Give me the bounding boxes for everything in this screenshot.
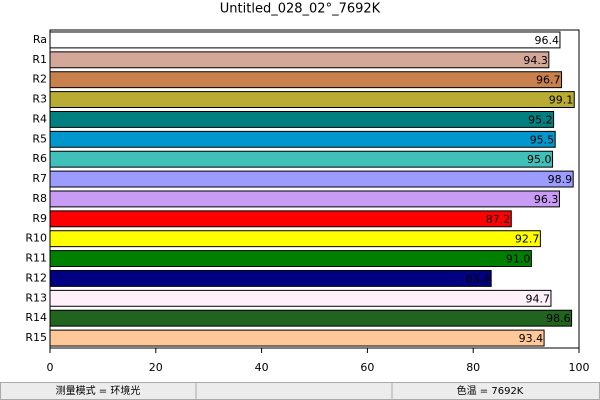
- value-label: 98.9: [548, 173, 573, 186]
- bar: [49, 289, 552, 307]
- y-tick-label: R14: [25, 311, 47, 324]
- y-tick-label: Ra: [33, 33, 47, 46]
- bar: [49, 71, 563, 89]
- y-tick-label: R6: [32, 152, 47, 165]
- value-label: 95.5: [530, 133, 555, 146]
- plot-frame: [49, 29, 580, 349]
- y-tick-label: R4: [32, 112, 47, 125]
- y-tick-label: R11: [25, 252, 47, 265]
- bar: [49, 329, 545, 347]
- bar: [49, 190, 560, 208]
- value-label: 98.6: [546, 312, 571, 325]
- value-label: 96.4: [534, 34, 559, 47]
- value-label: 91.0: [506, 253, 531, 266]
- bar: [49, 31, 561, 49]
- bar: [49, 150, 554, 168]
- bar: [49, 269, 492, 287]
- bar: [49, 309, 573, 327]
- y-tick-label: R1: [32, 53, 47, 66]
- y-tick-label: R3: [32, 93, 47, 106]
- value-label: 94.3: [523, 54, 548, 67]
- x-tick-label: 80: [466, 361, 480, 374]
- value-label: 94.7: [525, 292, 550, 305]
- x-tick-label: 100: [569, 361, 590, 374]
- y-tick-label: R2: [32, 73, 47, 86]
- x-tick-label: 0: [47, 361, 54, 374]
- status-text: 测量模式 = 环境光: [56, 384, 141, 397]
- x-tick-label: 40: [255, 361, 269, 374]
- value-label: 95.2: [528, 113, 553, 126]
- value-label: 92.7: [515, 233, 540, 246]
- y-tick-label: R15: [25, 331, 47, 344]
- bar: [49, 230, 541, 248]
- y-tick-label: R8: [32, 192, 47, 205]
- y-tick-label: R7: [32, 172, 47, 185]
- x-tick-label: 60: [360, 361, 374, 374]
- value-label: 83.4: [466, 272, 491, 285]
- value-label: 95.0: [527, 153, 552, 166]
- y-tick-label: R9: [32, 212, 47, 225]
- bar: [49, 91, 575, 109]
- bar: [49, 170, 574, 188]
- x-tick-label: 20: [149, 361, 163, 374]
- value-label: 99.1: [549, 94, 574, 107]
- value-label: 96.7: [536, 74, 561, 87]
- y-tick-label: R12: [25, 271, 47, 284]
- chart-title: Untitled_028_02°_7692K: [220, 2, 381, 17]
- y-tick-label: R5: [32, 132, 47, 145]
- value-label: 96.3: [534, 193, 559, 206]
- value-label: 87.2: [486, 213, 511, 226]
- bar: [49, 130, 556, 148]
- y-tick-label: R13: [25, 291, 47, 304]
- y-tick-label: R10: [25, 232, 47, 245]
- value-label: 93.4: [519, 332, 544, 345]
- bar: [49, 250, 532, 268]
- bar: [49, 110, 555, 128]
- status-text: 色温 = 7692K: [457, 384, 524, 397]
- bar: [49, 210, 512, 228]
- bar: [49, 51, 550, 69]
